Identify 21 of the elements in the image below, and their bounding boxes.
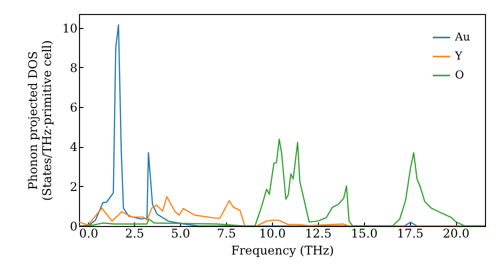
y-tick-label: 2 xyxy=(70,180,78,194)
y-tick-label: 4 xyxy=(70,140,78,154)
x-tick-label: 20.0 xyxy=(442,226,470,240)
x-tick-label: 5.0 xyxy=(170,226,190,240)
y-tick-label: 10 xyxy=(62,21,78,36)
x-tick-label: 0.0 xyxy=(79,226,98,240)
x-tick-label: 17.5 xyxy=(396,226,424,240)
x-axis-title: Frequency (THz) xyxy=(231,244,334,258)
y-axis-title: Phonon projected DOS (States/THz·primitive cell) xyxy=(26,40,54,201)
legend-label: O xyxy=(455,68,464,82)
y-tick-label: 6 xyxy=(70,100,78,115)
legend-label: Y xyxy=(454,50,463,62)
x-tick-label: 12.5 xyxy=(304,226,332,240)
x-tick-label: 2.5 xyxy=(125,226,144,240)
x-tick-label: 10.0 xyxy=(259,226,286,240)
x-tick-label: 7.5 xyxy=(216,226,236,240)
y-tick-label: 8 xyxy=(70,60,78,75)
y-tick-label: 0 xyxy=(70,220,78,234)
line-series xyxy=(79,138,485,226)
legend-label: Au xyxy=(454,30,470,44)
x-tick-label: 15.0 xyxy=(350,226,378,240)
